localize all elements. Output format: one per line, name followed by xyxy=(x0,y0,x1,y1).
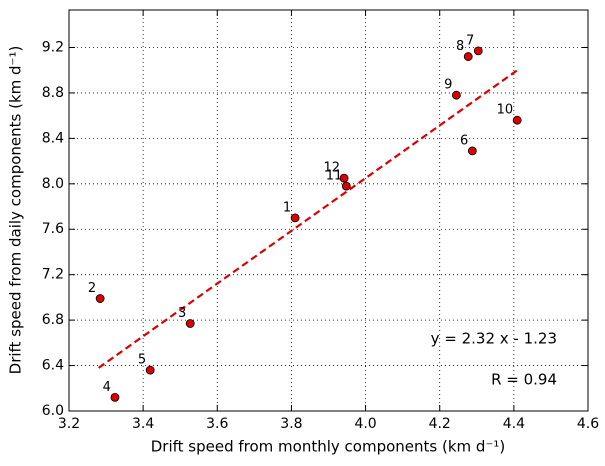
x-tick-label: 3.8 xyxy=(280,416,302,432)
point-label: 2 xyxy=(88,281,96,296)
point xyxy=(451,90,461,100)
y-tick-label: 7.6 xyxy=(42,221,64,237)
x-tick-label: 3.6 xyxy=(206,416,228,432)
point xyxy=(185,319,195,328)
x-tick-label: 4.0 xyxy=(354,416,376,432)
x-tick-label: 3.2 xyxy=(58,416,80,432)
x-tick-label: 3.4 xyxy=(132,416,154,432)
fit-line xyxy=(98,69,519,369)
point xyxy=(95,294,105,303)
point-label: 6 xyxy=(460,133,468,148)
y-tick-label: 9.2 xyxy=(42,39,64,55)
annotation: y = 2.32 x - 1.23 xyxy=(431,330,557,348)
x-tick-label: 4.2 xyxy=(429,416,451,432)
point-label: 3 xyxy=(178,306,186,321)
y-tick-label: 6.8 xyxy=(42,312,64,328)
y-tick-label: 8.4 xyxy=(42,130,64,146)
x-tick-label: 4.4 xyxy=(503,416,525,432)
point xyxy=(110,392,120,402)
point xyxy=(145,365,155,375)
y-tick-label: 6.4 xyxy=(42,358,64,374)
x-axis-title: Drift speed from monthly components (km … xyxy=(151,438,505,456)
point-label: 8 xyxy=(456,39,464,54)
point-label: 4 xyxy=(103,380,111,395)
point xyxy=(512,115,522,125)
plot-frame xyxy=(68,9,589,412)
point xyxy=(473,46,483,56)
point xyxy=(341,181,351,191)
annotation: R = 0.94 xyxy=(491,371,557,389)
point xyxy=(463,52,473,61)
y-tick-label: 8.8 xyxy=(42,85,64,101)
point-label: 11 xyxy=(326,169,343,184)
point xyxy=(290,213,300,223)
point xyxy=(339,173,349,183)
point xyxy=(467,146,477,156)
point-label: 9 xyxy=(444,78,452,93)
x-tick-label: 4.6 xyxy=(577,416,599,432)
y-tick-label: 7.2 xyxy=(42,267,64,283)
y-tick-label: 6.0 xyxy=(42,403,64,419)
point-label: 5 xyxy=(138,353,146,368)
y-tick-label: 8.0 xyxy=(42,176,64,192)
y-axis-title: Drift speed from daily components (km d⁻… xyxy=(7,46,25,375)
point-label: 7 xyxy=(466,33,474,48)
point-label: 1 xyxy=(283,200,291,215)
point-label: 12 xyxy=(324,161,341,176)
point-label: 10 xyxy=(497,103,514,118)
